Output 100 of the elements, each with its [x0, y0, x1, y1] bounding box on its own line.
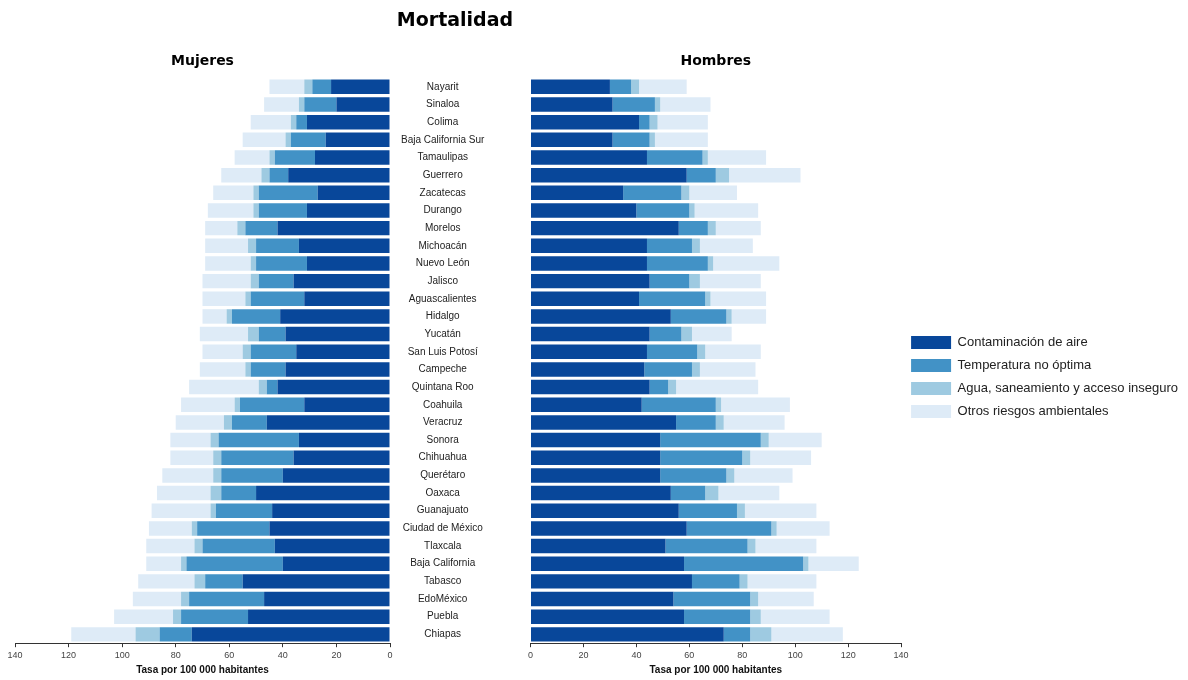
bar: [242, 574, 390, 589]
y-tick-label: Sinaloa: [426, 98, 460, 110]
bar: [245, 291, 251, 307]
bar: [199, 362, 246, 377]
bar: [715, 397, 722, 412]
y-tick-label: EdoMéxico: [417, 592, 468, 604]
bar: [312, 79, 332, 95]
bar: [531, 132, 613, 148]
bar: [202, 273, 251, 289]
bar: [531, 150, 647, 165]
bar: [612, 97, 655, 112]
bar: [649, 273, 690, 289]
bar: [760, 432, 769, 448]
bar: [750, 609, 761, 624]
bar: [234, 150, 270, 165]
bar: [707, 220, 716, 236]
x-tick-label: 100: [787, 650, 803, 661]
bar: [215, 503, 273, 518]
bar: [245, 220, 278, 236]
bar: [156, 485, 211, 501]
bar: [649, 379, 669, 395]
bar: [623, 185, 682, 201]
bar: [744, 503, 817, 518]
bar: [705, 485, 719, 501]
bar: [274, 538, 390, 554]
bar: [205, 256, 251, 271]
bar: [282, 556, 390, 571]
bar: [248, 609, 390, 624]
bar: [298, 97, 305, 112]
bar: [686, 167, 716, 183]
bar: [531, 485, 671, 501]
x-tick-label: 0: [527, 650, 534, 661]
bar: [210, 503, 216, 518]
bar: [531, 468, 661, 483]
bar: [676, 415, 716, 430]
bar: [170, 450, 214, 465]
bar: [226, 309, 232, 324]
bar: [242, 132, 286, 148]
y-tick-label: Chihuahua: [418, 451, 468, 463]
bar: [649, 132, 655, 148]
y-tick-label: San Luis Potosí: [407, 345, 478, 357]
bar: [304, 97, 337, 112]
bar: [253, 185, 259, 201]
bar: [654, 97, 661, 112]
bar: [282, 468, 390, 483]
bar: [531, 415, 677, 430]
bar: [639, 291, 706, 307]
bar: [296, 344, 390, 360]
bar: [186, 556, 283, 571]
bar: [723, 415, 785, 430]
y-tick-label: Veracruz: [422, 416, 463, 428]
bar: [631, 79, 640, 95]
bar: [531, 185, 624, 201]
bar: [290, 114, 297, 130]
y-tick-label: Tlaxcala: [424, 539, 462, 551]
bar: [132, 591, 182, 607]
bar: [681, 185, 690, 201]
bar: [699, 362, 756, 377]
bar: [256, 238, 299, 254]
bar: [234, 397, 240, 412]
bar: [670, 309, 727, 324]
bar: [202, 309, 227, 324]
bar: [146, 538, 195, 554]
bar: [202, 538, 275, 554]
bar: [285, 326, 390, 342]
y-tick-label: Zacatecas: [419, 186, 466, 198]
bar: [768, 432, 822, 448]
bar: [670, 485, 706, 501]
bar: [531, 114, 640, 130]
bar: [646, 238, 692, 254]
bar: [266, 415, 390, 430]
bar: [660, 450, 743, 465]
bar: [531, 256, 647, 271]
bar: [531, 326, 650, 342]
bar: [253, 203, 259, 218]
bar: [705, 344, 761, 360]
bar: [713, 256, 780, 271]
bar: [673, 591, 751, 607]
text: Mortalidad: [396, 8, 514, 30]
bar: [734, 468, 793, 483]
bar: [665, 538, 748, 554]
bar: [750, 450, 812, 465]
bar: [654, 132, 708, 148]
bar: [676, 379, 759, 395]
bar: [531, 503, 679, 518]
bar: [660, 97, 711, 112]
bar: [181, 556, 187, 571]
bar: [726, 468, 735, 483]
bar: [331, 79, 390, 95]
y-tick-label: Michoacán: [418, 239, 467, 251]
bar: [758, 591, 814, 607]
bar: [258, 273, 294, 289]
bar: [742, 450, 751, 465]
bar: [710, 291, 767, 307]
x-tick-label: 140: [7, 650, 23, 661]
y-tick-label: Baja California Sur: [401, 133, 486, 145]
bar: [718, 485, 780, 501]
bar: [531, 167, 687, 183]
bar: [258, 185, 318, 201]
bar: [739, 574, 748, 589]
